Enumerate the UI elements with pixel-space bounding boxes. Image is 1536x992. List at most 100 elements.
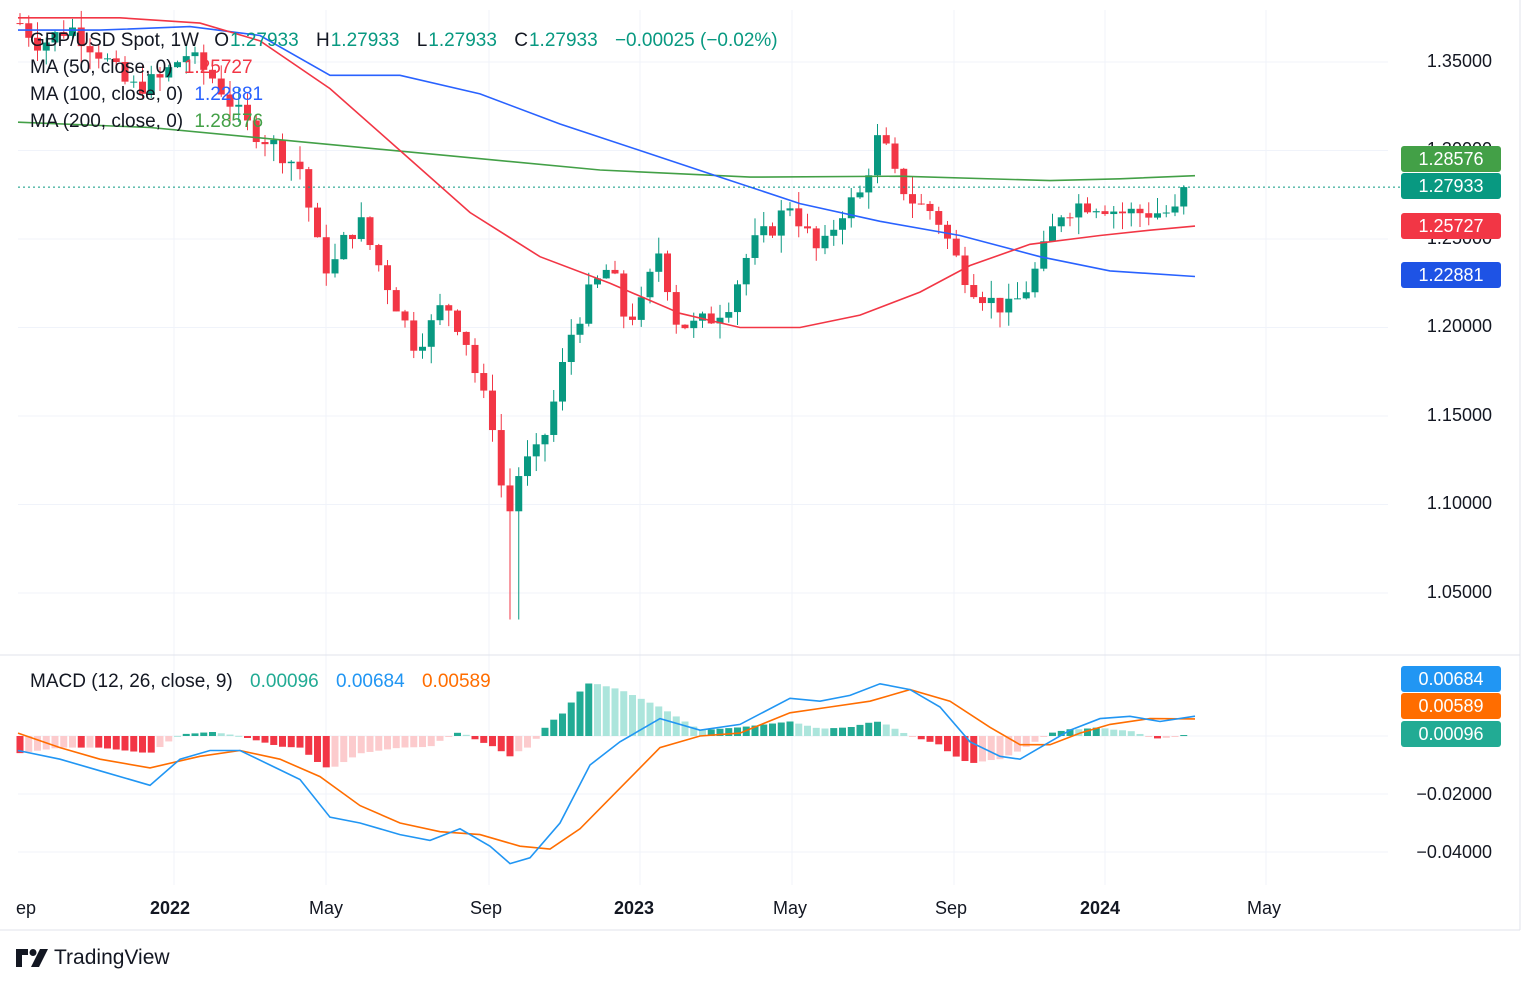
close-value: 1.27933 [528, 30, 598, 51]
candle-body [707, 313, 715, 324]
macd-histogram-bar [655, 706, 663, 736]
time-axis-label: Sep [470, 898, 503, 918]
open-label: O [214, 30, 230, 51]
macd-histogram-bar [1040, 736, 1048, 737]
macd-hist-tag: 0.00096 [1401, 721, 1501, 747]
ma50-legend[interactable]: MA (50, close, 0) 1.25727 [30, 57, 259, 79]
macd-histogram-bar [847, 726, 855, 736]
candle-body [1031, 268, 1039, 293]
candle-body [847, 197, 855, 219]
candle-body [1127, 208, 1135, 214]
symbol-legend[interactable]: GBP/USD Spot, 1W O1.27933 H1.27933 L1.27… [30, 30, 784, 52]
candle-body [524, 456, 531, 477]
candle-body [637, 297, 645, 320]
macd-histogram-bar [497, 736, 505, 752]
candle-body [261, 142, 269, 145]
candle-body [42, 42, 50, 51]
time-axis-label: May [1247, 898, 1282, 918]
macd-histogram-bar [1022, 736, 1030, 747]
candle-body [77, 27, 85, 47]
candle-body [559, 362, 566, 402]
candle-body [567, 334, 575, 363]
macd-histogram-bar [1084, 728, 1091, 736]
macd-histogram-bar [532, 736, 540, 739]
candle-body [970, 285, 978, 298]
candle-body [427, 320, 435, 347]
ma200-line [17, 121, 1196, 182]
candle-body [620, 273, 628, 317]
macd-histogram-bar [672, 716, 680, 736]
macd-histogram-bar [1057, 730, 1065, 736]
candle-body [515, 476, 523, 512]
candle-body [1136, 208, 1144, 214]
macd-histogram-bar [777, 722, 785, 736]
candle-body [375, 245, 383, 266]
candle-body [611, 269, 619, 274]
macd-histogram-bar [489, 736, 496, 747]
macd-histogram-bar [357, 736, 365, 754]
macd-histogram-bar [1066, 729, 1074, 736]
macd-histogram-bar [410, 736, 418, 748]
price-axis-label: 1.15000 [1426, 405, 1492, 425]
macd-axis-label: −0.04000 [1416, 842, 1492, 862]
candle-body [314, 207, 321, 238]
macd-histogram-bar [95, 736, 103, 748]
macd-histogram-bar [944, 736, 951, 752]
macd-histogram-bar [1049, 732, 1056, 736]
candle-body [16, 23, 24, 25]
macd-histogram-bar [874, 721, 881, 736]
candle-body [104, 58, 111, 60]
macd-legend[interactable]: MACD (12, 26, close, 9) 0.00096 0.00684 … [30, 671, 497, 693]
candle-body [655, 253, 663, 272]
candle-body [270, 139, 278, 145]
macd-histogram-bar [996, 736, 1004, 760]
candle-body [830, 229, 838, 236]
symbol-name: GBP/USD Spot, 1W [30, 30, 199, 51]
macd-histogram-bar [987, 736, 995, 761]
macd-histogram-bar [795, 723, 803, 736]
macd-histogram-bar [935, 736, 943, 745]
macd-histogram-bar [287, 736, 295, 748]
macd-histogram-bar [769, 723, 776, 736]
candle-body [191, 52, 199, 57]
candle-body [209, 69, 216, 79]
candle-body [480, 373, 488, 391]
macd-histogram-bar [1162, 736, 1170, 738]
ma100-legend[interactable]: MA (100, close, 0) 1.22881 [30, 84, 269, 106]
macd-histogram-bar [1145, 736, 1153, 737]
time-axis-label: 2023 [614, 898, 655, 918]
ma100-label: MA (100, close, 0) [30, 84, 184, 105]
candle-body [961, 255, 969, 286]
candle-body [541, 434, 549, 445]
macd-histogram-bar [760, 724, 768, 736]
candle-body [1084, 203, 1091, 213]
close-label: C [514, 30, 528, 51]
macd-histogram-bar [121, 736, 129, 751]
candle-body [349, 234, 356, 240]
candle-body [839, 218, 846, 230]
macd-histogram-bar [209, 732, 216, 736]
macd-histogram-bar [156, 736, 164, 748]
macd-histogram-bar [174, 735, 181, 737]
tradingview-logo-icon [16, 949, 48, 967]
candle-body [174, 62, 181, 68]
candle-body [874, 135, 881, 176]
candle-body [1101, 211, 1109, 215]
candle-body [139, 81, 146, 94]
tradingview-brand[interactable]: TradingView [16, 946, 170, 970]
macd-histogram-bar [462, 734, 470, 736]
macd-histogram-bar [419, 736, 426, 748]
ma50-value: 1.25727 [183, 57, 253, 78]
macd-histogram-bar [900, 732, 908, 736]
candle-body [786, 208, 794, 211]
ma200-legend[interactable]: MA (200, close, 0) 1.28576 [30, 111, 269, 133]
candle-body [392, 290, 400, 312]
macd-histogram-bar [839, 727, 846, 736]
macd-histogram-bar [235, 735, 243, 737]
macd-histogram-bar [480, 736, 488, 743]
macd-histogram-bar [349, 736, 356, 758]
macd-histogram-bar [961, 736, 969, 762]
